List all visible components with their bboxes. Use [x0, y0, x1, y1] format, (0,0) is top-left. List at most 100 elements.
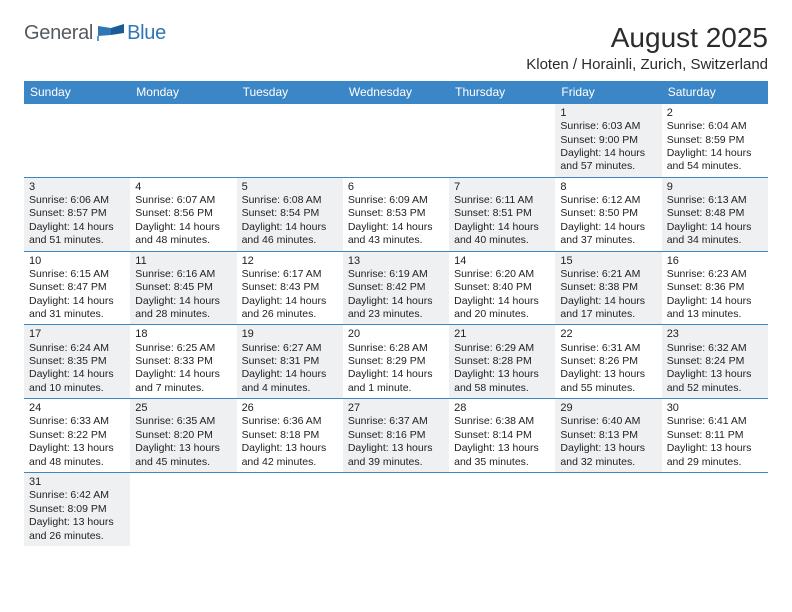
- day-number: 2: [667, 106, 763, 120]
- day-day1: Daylight: 13 hours: [348, 442, 444, 455]
- calendar-body: 1Sunrise: 6:03 AMSunset: 9:00 PMDaylight…: [24, 104, 768, 546]
- day-day1: Daylight: 14 hours: [348, 368, 444, 381]
- day-day1: Daylight: 14 hours: [560, 221, 656, 234]
- day-sunrise: Sunrise: 6:38 AM: [454, 415, 550, 428]
- day-cell: 26Sunrise: 6:36 AMSunset: 8:18 PMDayligh…: [237, 399, 343, 472]
- day-number: 21: [454, 327, 550, 341]
- day-number: 30: [667, 401, 763, 415]
- day-day1: Daylight: 14 hours: [667, 295, 763, 308]
- day-cell: [449, 104, 555, 177]
- day-sunset: Sunset: 8:38 PM: [560, 281, 656, 294]
- day-day1: Daylight: 14 hours: [560, 147, 656, 160]
- day-day2: and 35 minutes.: [454, 456, 550, 469]
- logo: General Blue: [24, 22, 166, 45]
- day-cell: [555, 473, 661, 546]
- day-sunrise: Sunrise: 6:23 AM: [667, 268, 763, 281]
- day-sunset: Sunset: 8:22 PM: [29, 429, 125, 442]
- day-sunrise: Sunrise: 6:11 AM: [454, 194, 550, 207]
- day-sunrise: Sunrise: 6:35 AM: [135, 415, 231, 428]
- day-day2: and 55 minutes.: [560, 382, 656, 395]
- day-day1: Daylight: 14 hours: [667, 147, 763, 160]
- day-sunset: Sunset: 8:45 PM: [135, 281, 231, 294]
- day-sunrise: Sunrise: 6:08 AM: [242, 194, 338, 207]
- day-sunset: Sunset: 8:24 PM: [667, 355, 763, 368]
- weekday-header: Monday: [130, 81, 236, 104]
- day-day1: Daylight: 13 hours: [454, 442, 550, 455]
- week-row: 31Sunrise: 6:42 AMSunset: 8:09 PMDayligh…: [24, 473, 768, 546]
- day-day1: Daylight: 13 hours: [29, 442, 125, 455]
- day-day1: Daylight: 14 hours: [242, 368, 338, 381]
- day-day2: and 7 minutes.: [135, 382, 231, 395]
- day-cell: 5Sunrise: 6:08 AMSunset: 8:54 PMDaylight…: [237, 178, 343, 251]
- day-cell: 18Sunrise: 6:25 AMSunset: 8:33 PMDayligh…: [130, 325, 236, 398]
- day-cell: 3Sunrise: 6:06 AMSunset: 8:57 PMDaylight…: [24, 178, 130, 251]
- weekday-header: Wednesday: [343, 81, 449, 104]
- day-sunrise: Sunrise: 6:41 AM: [667, 415, 763, 428]
- day-sunset: Sunset: 8:31 PM: [242, 355, 338, 368]
- day-number: 28: [454, 401, 550, 415]
- day-sunset: Sunset: 8:09 PM: [29, 503, 125, 516]
- day-day1: Daylight: 14 hours: [29, 221, 125, 234]
- day-cell: 19Sunrise: 6:27 AMSunset: 8:31 PMDayligh…: [237, 325, 343, 398]
- day-number: 13: [348, 254, 444, 268]
- day-cell: 21Sunrise: 6:29 AMSunset: 8:28 PMDayligh…: [449, 325, 555, 398]
- day-day1: Daylight: 13 hours: [560, 368, 656, 381]
- day-day1: Daylight: 14 hours: [348, 295, 444, 308]
- weekday-header: Thursday: [449, 81, 555, 104]
- day-day1: Daylight: 14 hours: [135, 368, 231, 381]
- day-number: 11: [135, 254, 231, 268]
- weekday-header: Tuesday: [237, 81, 343, 104]
- day-sunset: Sunset: 8:59 PM: [667, 134, 763, 147]
- day-day2: and 43 minutes.: [348, 234, 444, 247]
- day-cell: 4Sunrise: 6:07 AMSunset: 8:56 PMDaylight…: [130, 178, 236, 251]
- day-number: 20: [348, 327, 444, 341]
- month-title: August 2025: [526, 22, 768, 54]
- day-cell: 14Sunrise: 6:20 AMSunset: 8:40 PMDayligh…: [449, 252, 555, 325]
- day-day1: Daylight: 13 hours: [667, 442, 763, 455]
- day-number: 16: [667, 254, 763, 268]
- day-day2: and 13 minutes.: [667, 308, 763, 321]
- day-sunrise: Sunrise: 6:32 AM: [667, 342, 763, 355]
- logo-text-general: General: [24, 22, 93, 45]
- day-cell: 10Sunrise: 6:15 AMSunset: 8:47 PMDayligh…: [24, 252, 130, 325]
- day-cell: 16Sunrise: 6:23 AMSunset: 8:36 PMDayligh…: [662, 252, 768, 325]
- day-sunset: Sunset: 8:33 PM: [135, 355, 231, 368]
- day-sunrise: Sunrise: 6:09 AM: [348, 194, 444, 207]
- day-sunset: Sunset: 8:54 PM: [242, 207, 338, 220]
- weekday-header: Friday: [555, 81, 661, 104]
- day-day1: Daylight: 14 hours: [135, 295, 231, 308]
- day-sunset: Sunset: 8:28 PM: [454, 355, 550, 368]
- day-number: 18: [135, 327, 231, 341]
- day-day2: and 37 minutes.: [560, 234, 656, 247]
- day-day2: and 52 minutes.: [667, 382, 763, 395]
- day-sunset: Sunset: 8:16 PM: [348, 429, 444, 442]
- day-day2: and 26 minutes.: [242, 308, 338, 321]
- day-cell: [343, 104, 449, 177]
- day-day1: Daylight: 14 hours: [454, 221, 550, 234]
- day-sunrise: Sunrise: 6:28 AM: [348, 342, 444, 355]
- day-sunset: Sunset: 8:53 PM: [348, 207, 444, 220]
- day-number: 22: [560, 327, 656, 341]
- day-cell: 17Sunrise: 6:24 AMSunset: 8:35 PMDayligh…: [24, 325, 130, 398]
- day-cell: [449, 473, 555, 546]
- day-cell: 11Sunrise: 6:16 AMSunset: 8:45 PMDayligh…: [130, 252, 236, 325]
- day-cell: 15Sunrise: 6:21 AMSunset: 8:38 PMDayligh…: [555, 252, 661, 325]
- day-sunrise: Sunrise: 6:04 AM: [667, 120, 763, 133]
- day-cell: 29Sunrise: 6:40 AMSunset: 8:13 PMDayligh…: [555, 399, 661, 472]
- day-sunrise: Sunrise: 6:13 AM: [667, 194, 763, 207]
- day-day2: and 17 minutes.: [560, 308, 656, 321]
- day-sunset: Sunset: 8:29 PM: [348, 355, 444, 368]
- weekday-header: Saturday: [662, 81, 768, 104]
- day-day2: and 29 minutes.: [667, 456, 763, 469]
- day-sunset: Sunset: 8:42 PM: [348, 281, 444, 294]
- day-number: 9: [667, 180, 763, 194]
- day-day2: and 42 minutes.: [242, 456, 338, 469]
- day-sunset: Sunset: 8:50 PM: [560, 207, 656, 220]
- day-day1: Daylight: 13 hours: [667, 368, 763, 381]
- day-cell: 9Sunrise: 6:13 AMSunset: 8:48 PMDaylight…: [662, 178, 768, 251]
- day-sunrise: Sunrise: 6:36 AM: [242, 415, 338, 428]
- day-sunrise: Sunrise: 6:07 AM: [135, 194, 231, 207]
- day-number: 26: [242, 401, 338, 415]
- day-sunrise: Sunrise: 6:33 AM: [29, 415, 125, 428]
- day-day1: Daylight: 14 hours: [667, 221, 763, 234]
